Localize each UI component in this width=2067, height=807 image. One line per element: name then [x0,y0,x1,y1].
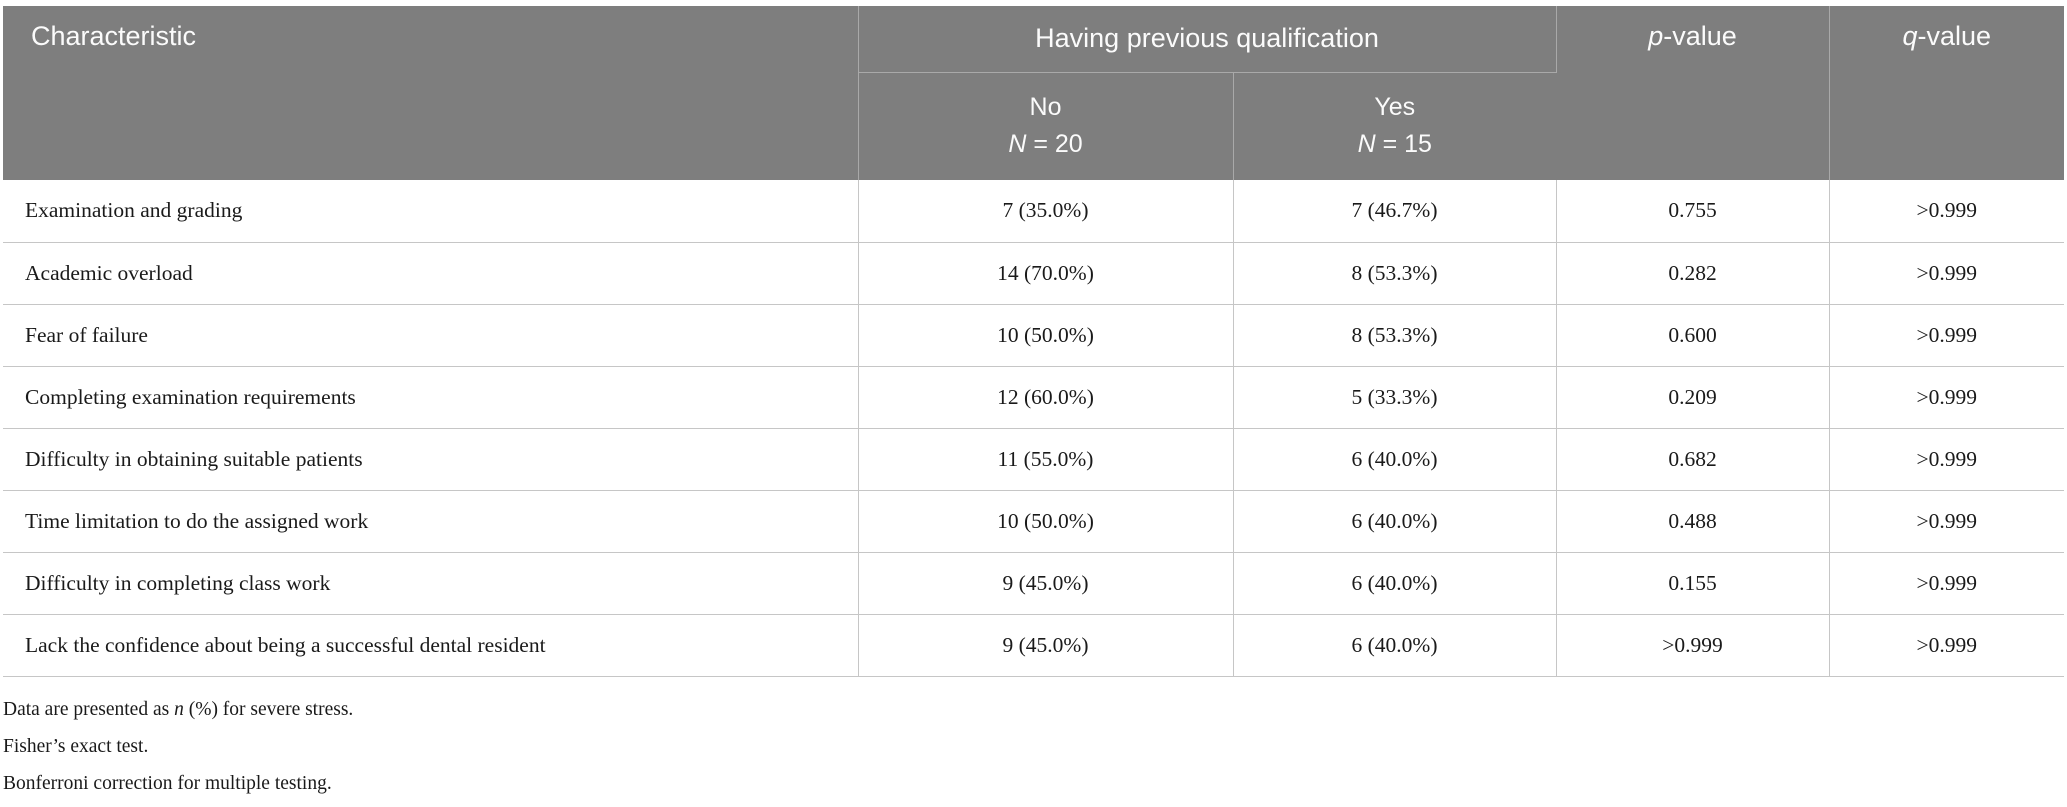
table-header: Characteristic Having previous qualifica… [3,6,2065,180]
no-sample-size: N = 20 [1008,130,1083,159]
table-row: Time limitation to do the assigned work … [3,490,2065,553]
yes-cell: 8 (53.3%) [1232,304,1557,367]
group-header-label: Having previous qualification [1035,23,1379,54]
yes-cell: 6 (40.0%) [1232,614,1557,677]
column-header-p-value: p-value [1556,6,1830,180]
p-value-cell: 0.155 [1555,552,1830,615]
no-label: No [1029,92,1062,121]
q-value-cell: >0.999 [1828,428,2065,491]
q-value-cell: >0.999 [1828,180,2065,243]
no-cell: 10 (50.0%) [857,490,1233,553]
n-symbol: n [174,698,184,720]
table-row: Fear of failure 10 (50.0%) 8 (53.3%) 0.6… [3,304,2065,367]
q-value-cell: >0.999 [1828,304,2065,367]
p-value-cell: 0.600 [1555,304,1830,367]
p-value-cell: 0.209 [1555,366,1830,429]
footnote-data-presentation: Data are presented as n (%) for severe s… [3,698,354,720]
p-value-cell: 0.755 [1555,180,1830,243]
q-value-cell: >0.999 [1828,366,2065,429]
footnote-bonferroni: Bonferroni correction for multiple testi… [3,772,332,794]
characteristic-cell: Completing examination requirements [3,366,858,429]
column-header-no: No N = 20 [858,72,1234,180]
column-group-header-having-previous-qualification: Having previous qualification [858,6,1557,73]
p-value-cell: 0.488 [1555,490,1830,553]
severe-stress-table: Characteristic Having previous qualifica… [3,6,2065,677]
table-footnotes: Data are presented as n (%) for severe s… [3,691,2067,802]
p-symbol: p [1648,21,1664,51]
no-cell: 10 (50.0%) [857,304,1233,367]
q-value-suffix: -value [1917,21,1992,51]
characteristic-cell: Examination and grading [3,180,858,243]
column-header-q-value: q-value [1828,6,2065,180]
table-row: Academic overload 14 (70.0%) 8 (53.3%) 0… [3,242,2065,305]
characteristic-cell: Difficulty in obtaining suitable patient… [3,428,858,491]
no-cell: 11 (55.0%) [857,428,1233,491]
p-value-cell: 0.682 [1555,428,1830,491]
yes-sample-size: N = 15 [1357,130,1432,159]
table-row: Examination and grading 7 (35.0%) 7 (46.… [3,180,2065,243]
table-body: Examination and grading 7 (35.0%) 7 (46.… [3,180,2065,677]
column-header-characteristic: Characteristic [3,6,859,180]
characteristic-cell: Academic overload [3,242,858,305]
p-value-suffix: -value [1663,21,1737,51]
no-cell: 7 (35.0%) [857,180,1233,243]
no-cell: 9 (45.0%) [857,614,1233,677]
no-cell: 12 (60.0%) [857,366,1233,429]
yes-cell: 6 (40.0%) [1232,552,1557,615]
yes-cell: 6 (40.0%) [1232,428,1557,491]
table-row: Difficulty in obtaining suitable patient… [3,428,2065,491]
characteristic-header-label: Characteristic [31,21,197,51]
table-row: Lack the confidence about being a succes… [3,614,2065,677]
yes-cell: 7 (46.7%) [1232,180,1557,243]
column-header-yes: Yes N = 15 [1233,72,1557,180]
no-cell: 14 (70.0%) [857,242,1233,305]
yes-label: Yes [1374,92,1416,121]
table-row: Difficulty in completing class work 9 (4… [3,552,2065,615]
q-value-cell: >0.999 [1828,490,2065,553]
q-value-cell: >0.999 [1828,552,2065,615]
p-value-cell: >0.999 [1555,614,1830,677]
p-value-cell: 0.282 [1555,242,1830,305]
table-row: Completing examination requirements 12 (… [3,366,2065,429]
yes-cell: 8 (53.3%) [1232,242,1557,305]
q-value-cell: >0.999 [1828,614,2065,677]
q-value-cell: >0.999 [1828,242,2065,305]
yes-cell: 5 (33.3%) [1232,366,1557,429]
yes-cell: 6 (40.0%) [1232,490,1557,553]
characteristic-cell: Fear of failure [3,304,858,367]
footnote-fishers-test: Fisher’s exact test. [3,735,149,757]
no-cell: 9 (45.0%) [857,552,1233,615]
characteristic-cell: Time limitation to do the assigned work [3,490,858,553]
characteristic-cell: Lack the confidence about being a succes… [3,614,858,677]
q-symbol: q [1902,21,1918,51]
characteristic-cell: Difficulty in completing class work [3,552,858,615]
